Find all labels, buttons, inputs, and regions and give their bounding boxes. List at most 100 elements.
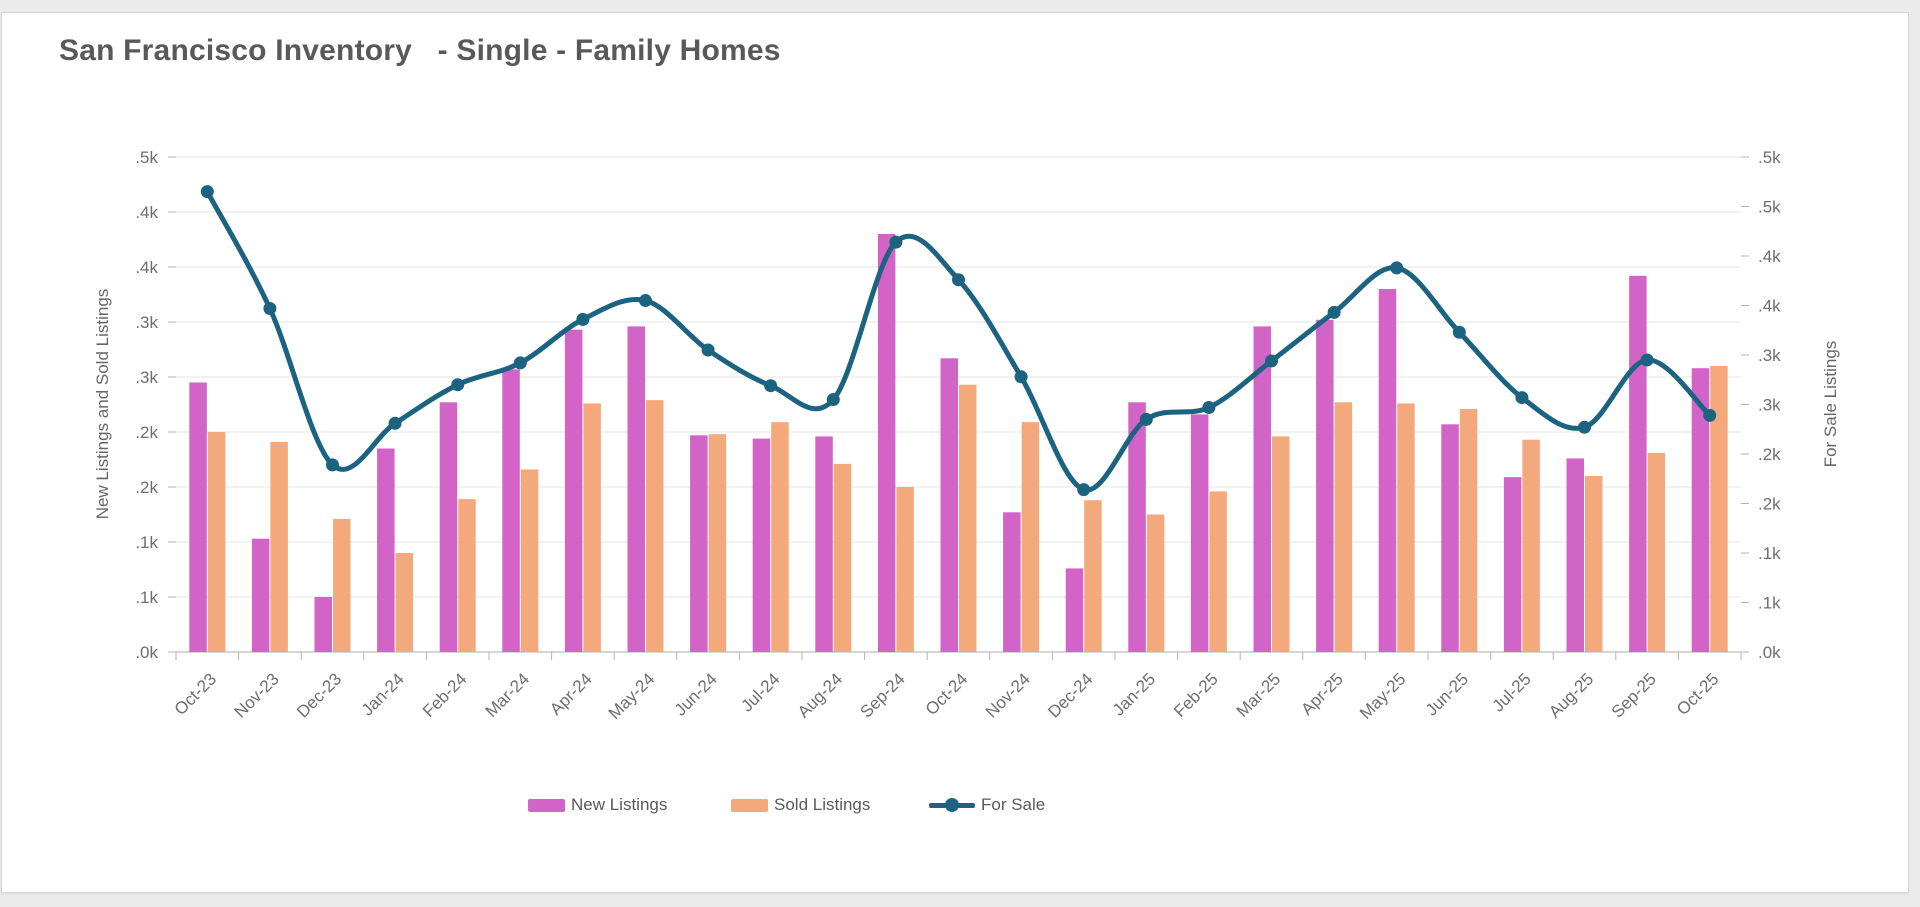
sold-listings-bar-Sep-25[interactable] (1647, 452, 1666, 652)
legend-item-sold-listings[interactable]: Sold Listings (731, 795, 870, 815)
bars (189, 234, 1728, 653)
right-tick-label: .1k (1758, 594, 1781, 613)
right-tick-label: .3k (1758, 396, 1781, 415)
for-sale-point-Apr-24[interactable] (576, 312, 590, 326)
new-listings-bar-Oct-24[interactable] (940, 358, 959, 652)
new-listings-bar-Jan-24[interactable] (377, 448, 395, 653)
for-sale-point-Dec-24[interactable] (1077, 483, 1091, 497)
new-listings-bar-Jul-24[interactable] (752, 438, 771, 652)
sold-listings-bar-Jul-25[interactable] (1522, 439, 1540, 652)
sold-listings-bar-Oct-23[interactable] (207, 432, 226, 652)
x-axis-label: Oct-23 (171, 669, 221, 719)
new-listings-bar-Apr-25[interactable] (1316, 319, 1334, 652)
new-listings-bar-Nov-24[interactable] (1003, 512, 1021, 652)
sold-listings-bar-Jun-25[interactable] (1459, 408, 1478, 652)
new-listings-bar-Dec-23[interactable] (314, 597, 333, 652)
x-axis-label: Apr-24 (546, 669, 596, 719)
new-listings-bar-Sep-25[interactable] (1629, 275, 1647, 652)
sold-listings-bar-Apr-25[interactable] (1334, 402, 1353, 652)
new-listings-bar-Jan-25[interactable] (1128, 402, 1146, 652)
for-sale-point-Oct-25[interactable] (1703, 408, 1717, 422)
sold-listings-bar-Aug-24[interactable] (833, 463, 852, 652)
left-tick-label: .1k (135, 533, 158, 552)
sold-listings-bar-Feb-25[interactable] (1209, 491, 1227, 652)
for-sale-point-Oct-23[interactable] (200, 185, 214, 199)
left-tick-label: .3k (135, 368, 158, 387)
for-sale-point-Feb-24[interactable] (451, 378, 465, 392)
x-axis-label: Nov-24 (982, 669, 1034, 721)
new-listings-bar-Sep-24[interactable] (877, 234, 896, 652)
sold-listings-bar-Mar-25[interactable] (1272, 436, 1290, 652)
sold-listings-bar-Jan-25[interactable] (1146, 514, 1165, 653)
left-tick-label: .0k (135, 643, 158, 662)
left-tick-label: .2k (135, 478, 158, 497)
new-listings-bar-Jun-24[interactable] (690, 435, 708, 652)
sold-listings-bar-Apr-24[interactable] (583, 403, 601, 652)
new-listings-bar-Feb-25[interactable] (1190, 414, 1209, 652)
for-sale-point-Nov-23[interactable] (263, 301, 277, 315)
new-listings-bar-Aug-24[interactable] (815, 436, 833, 652)
sold-listings-bar-Jan-24[interactable] (395, 553, 414, 652)
for-sale-line[interactable] (204, 189, 1713, 493)
for-sale-point-Nov-24[interactable] (1014, 370, 1028, 384)
sold-listings-bar-Nov-23[interactable] (270, 441, 288, 652)
sold-listings-bar-Feb-24[interactable] (458, 499, 476, 652)
for-sale-point-Aug-24[interactable] (826, 393, 840, 407)
for-sale-point-Apr-25[interactable] (1327, 305, 1341, 319)
for-sale-point-Jul-25[interactable] (1515, 391, 1529, 405)
sold-listings-bar-Oct-24[interactable] (959, 384, 977, 652)
new-listings-bar-Oct-25[interactable] (1691, 368, 1710, 652)
new-listings-bar-Aug-25[interactable] (1566, 458, 1585, 652)
for-sale-point-Jun-24[interactable] (701, 343, 715, 357)
for-sale-point-Jan-25[interactable] (1139, 412, 1153, 426)
legend-item-for-sale[interactable]: For Sale (929, 795, 1045, 815)
new-listings-bar-Mar-25[interactable] (1253, 326, 1272, 652)
new-listings-bar-Nov-23[interactable] (251, 538, 270, 652)
right-tick-label: .3k (1758, 346, 1781, 365)
x-axis-label: Nov-23 (231, 669, 283, 721)
for-sale-point-Jan-24[interactable] (388, 416, 402, 430)
x-axis-label: Dec-24 (1044, 669, 1096, 721)
sold-listings-bar-May-25[interactable] (1397, 403, 1415, 652)
sold-listings-bar-Sep-24[interactable] (896, 487, 914, 652)
for-sale-point-Dec-23[interactable] (326, 458, 339, 472)
new-listings-bar-Jul-25[interactable] (1503, 477, 1522, 652)
sold-listings-bar-May-24[interactable] (646, 400, 664, 652)
new-listings-bar-Mar-24[interactable] (502, 369, 520, 652)
right-tick-label: .4k (1758, 297, 1781, 316)
for-sale-point-Mar-24[interactable] (513, 356, 527, 370)
sold-listings-bar-Oct-25[interactable] (1710, 366, 1728, 652)
for-sale-point-Jun-25[interactable] (1452, 325, 1466, 339)
new-listings-bar-Dec-24[interactable] (1065, 568, 1084, 652)
for-sale-point-Sep-25[interactable] (1640, 353, 1654, 367)
for-sale-dot-icon (945, 798, 959, 812)
new-listings-bar-Apr-24[interactable] (564, 329, 583, 652)
for-sale-point-Mar-25[interactable] (1265, 354, 1278, 368)
x-axis-label: Jul-24 (737, 669, 783, 715)
new-listings-bar-May-24[interactable] (627, 326, 646, 652)
new-listings-bar-Jun-25[interactable] (1441, 424, 1459, 652)
sold-listings-bar-Aug-25[interactable] (1585, 476, 1603, 652)
for-sale-point-May-25[interactable] (1390, 261, 1404, 275)
for-sale-point-Oct-24[interactable] (952, 273, 965, 287)
for-sale-point-Jul-24[interactable] (764, 379, 778, 393)
x-axis-label: Feb-25 (1170, 669, 1222, 721)
sold-listings-bar-Mar-24[interactable] (520, 469, 539, 652)
new-listings-bar-Feb-24[interactable] (439, 402, 458, 652)
for-sale-point-May-24[interactable] (639, 294, 652, 308)
for-sale-point-Feb-25[interactable] (1202, 400, 1216, 414)
sold-listings-swatch-icon (731, 798, 768, 812)
sold-listings-bar-Dec-24[interactable] (1084, 500, 1102, 652)
x-axis-label: Mar-25 (1233, 669, 1285, 721)
sold-listings-bar-Jul-24[interactable] (771, 422, 789, 652)
new-listings-bar-May-25[interactable] (1378, 289, 1397, 652)
sold-listings-bar-Jun-24[interactable] (708, 434, 727, 652)
legend-item-new-listings[interactable]: New Listings (528, 795, 667, 815)
sold-listings-bar-Nov-24[interactable] (1021, 422, 1040, 652)
for-sale-point-Aug-25[interactable] (1578, 420, 1591, 434)
x-axis-label: Jun-25 (1422, 669, 1472, 719)
for-sale-point-Sep-24[interactable] (889, 235, 903, 249)
sold-listings-bar-Dec-23[interactable] (333, 518, 351, 652)
for-sale-line-icon (929, 798, 975, 812)
new-listings-bar-Oct-23[interactable] (189, 382, 207, 653)
